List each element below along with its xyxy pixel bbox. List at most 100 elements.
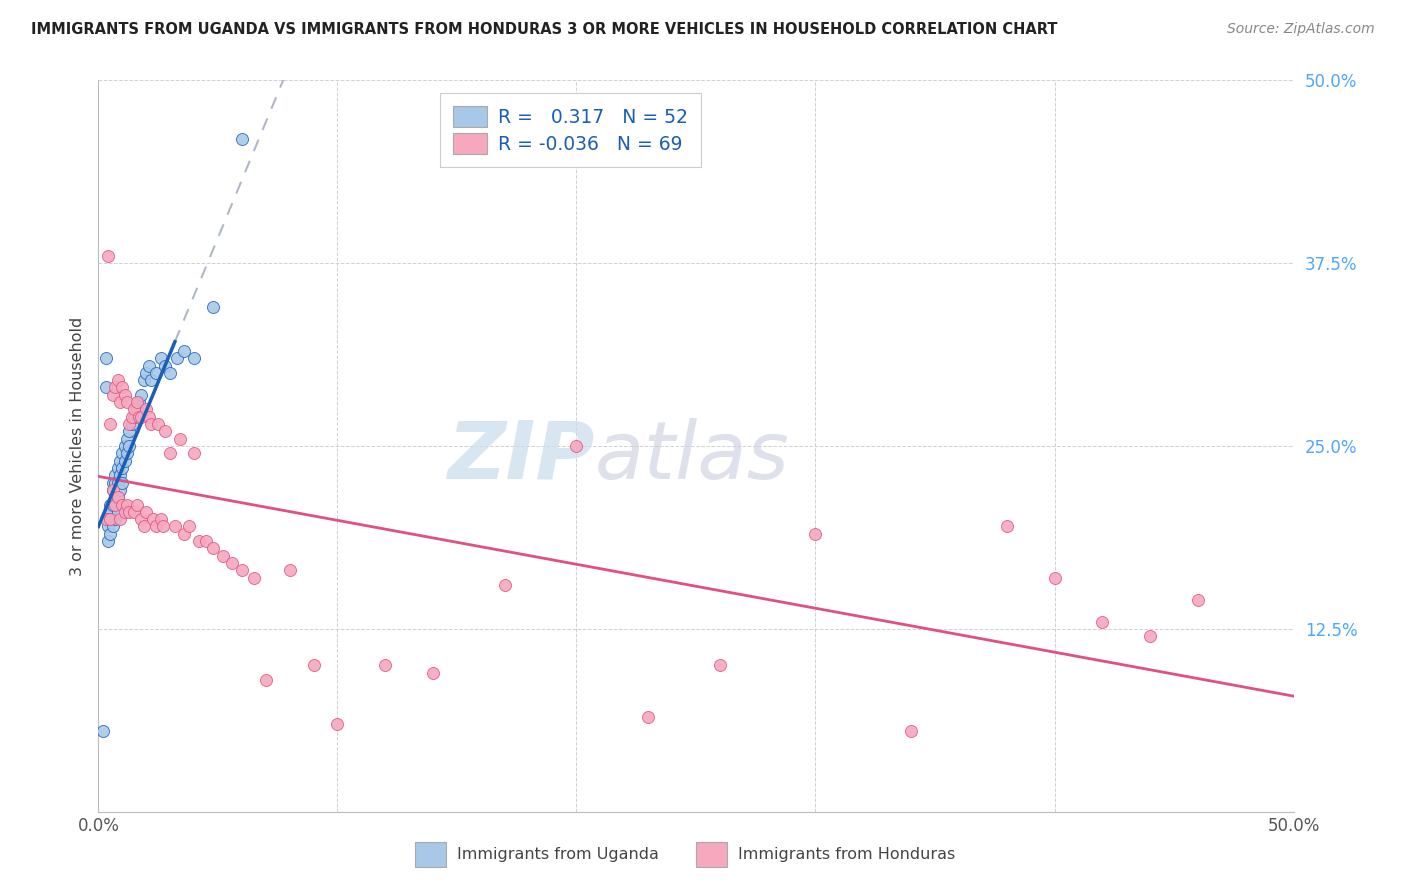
Point xyxy=(97,249,120,263)
Point xyxy=(221,556,243,570)
Point xyxy=(97,512,120,526)
Point xyxy=(231,563,253,577)
Point xyxy=(121,417,143,431)
Point xyxy=(149,351,172,366)
Point xyxy=(139,417,162,431)
Point xyxy=(107,490,129,504)
Point xyxy=(104,498,127,512)
Point xyxy=(195,534,218,549)
Point xyxy=(108,453,131,467)
Point xyxy=(187,534,209,549)
Point xyxy=(326,717,349,731)
Point xyxy=(565,439,588,453)
Point xyxy=(900,724,922,739)
Point xyxy=(124,402,146,417)
Point xyxy=(159,366,181,380)
Point xyxy=(243,571,266,585)
Point xyxy=(132,373,155,387)
Point xyxy=(138,359,160,373)
Point xyxy=(98,498,122,512)
Point xyxy=(94,351,117,366)
Point xyxy=(104,512,127,526)
Point xyxy=(118,425,141,439)
Point xyxy=(302,658,325,673)
Point xyxy=(131,512,153,526)
Point xyxy=(98,526,122,541)
Point xyxy=(128,395,150,409)
Point xyxy=(115,498,138,512)
Point xyxy=(104,468,127,483)
Point xyxy=(114,388,136,402)
Point xyxy=(139,373,162,387)
Point xyxy=(166,351,188,366)
Point xyxy=(183,351,205,366)
Point xyxy=(128,409,150,424)
Point xyxy=(125,395,148,409)
Text: IMMIGRANTS FROM UGANDA VS IMMIGRANTS FROM HONDURAS 3 OR MORE VEHICLES IN HOUSEHO: IMMIGRANTS FROM UGANDA VS IMMIGRANTS FRO… xyxy=(31,22,1057,37)
Point xyxy=(135,402,157,417)
Point xyxy=(114,453,136,467)
Point xyxy=(107,373,129,387)
Point xyxy=(101,483,124,497)
Point xyxy=(804,526,827,541)
Point xyxy=(155,359,177,373)
Point xyxy=(173,343,195,358)
Point xyxy=(101,498,124,512)
Point xyxy=(94,512,117,526)
Point xyxy=(179,519,201,533)
Point xyxy=(202,541,225,556)
Point xyxy=(98,512,122,526)
Point xyxy=(125,498,148,512)
Point xyxy=(1187,592,1209,607)
Point xyxy=(111,380,134,394)
Text: atlas: atlas xyxy=(595,418,789,496)
Point xyxy=(131,388,153,402)
Point xyxy=(374,658,396,673)
Point xyxy=(1043,571,1066,585)
Point xyxy=(97,519,120,533)
Point xyxy=(91,724,114,739)
Y-axis label: 3 or more Vehicles in Household: 3 or more Vehicles in Household xyxy=(70,317,86,575)
Point xyxy=(104,475,127,490)
Point xyxy=(118,505,141,519)
Point xyxy=(124,505,146,519)
Point xyxy=(995,519,1018,533)
Point xyxy=(98,417,122,431)
Point xyxy=(115,395,138,409)
Point xyxy=(231,132,253,146)
Point xyxy=(155,425,177,439)
Point xyxy=(98,505,122,519)
Point xyxy=(494,578,516,592)
Point xyxy=(202,300,225,314)
Text: Immigrants from Uganda: Immigrants from Uganda xyxy=(457,847,659,862)
Point xyxy=(422,665,444,680)
Point xyxy=(135,366,157,380)
Point xyxy=(169,432,191,446)
Point xyxy=(124,409,146,424)
Point xyxy=(107,475,129,490)
Point xyxy=(94,380,117,394)
Point xyxy=(125,402,148,417)
Point xyxy=(173,526,195,541)
Point xyxy=(108,483,131,497)
Point xyxy=(183,446,205,460)
Point xyxy=(101,388,124,402)
Point xyxy=(107,490,129,504)
Point xyxy=(97,534,120,549)
Point xyxy=(278,563,301,577)
Point xyxy=(121,409,143,424)
Text: Immigrants from Honduras: Immigrants from Honduras xyxy=(738,847,956,862)
Text: Source: ZipAtlas.com: Source: ZipAtlas.com xyxy=(1227,22,1375,37)
Point xyxy=(1091,615,1114,629)
Point xyxy=(131,409,153,424)
Point xyxy=(152,519,174,533)
Point xyxy=(115,432,138,446)
Point xyxy=(111,475,134,490)
Text: ZIP: ZIP xyxy=(447,418,595,496)
Point xyxy=(118,417,141,431)
Point xyxy=(709,658,731,673)
Point xyxy=(107,461,129,475)
Point xyxy=(148,417,170,431)
Point xyxy=(138,409,160,424)
Legend: R =   0.317   N = 52, R = -0.036   N = 69: R = 0.317 N = 52, R = -0.036 N = 69 xyxy=(440,94,702,167)
